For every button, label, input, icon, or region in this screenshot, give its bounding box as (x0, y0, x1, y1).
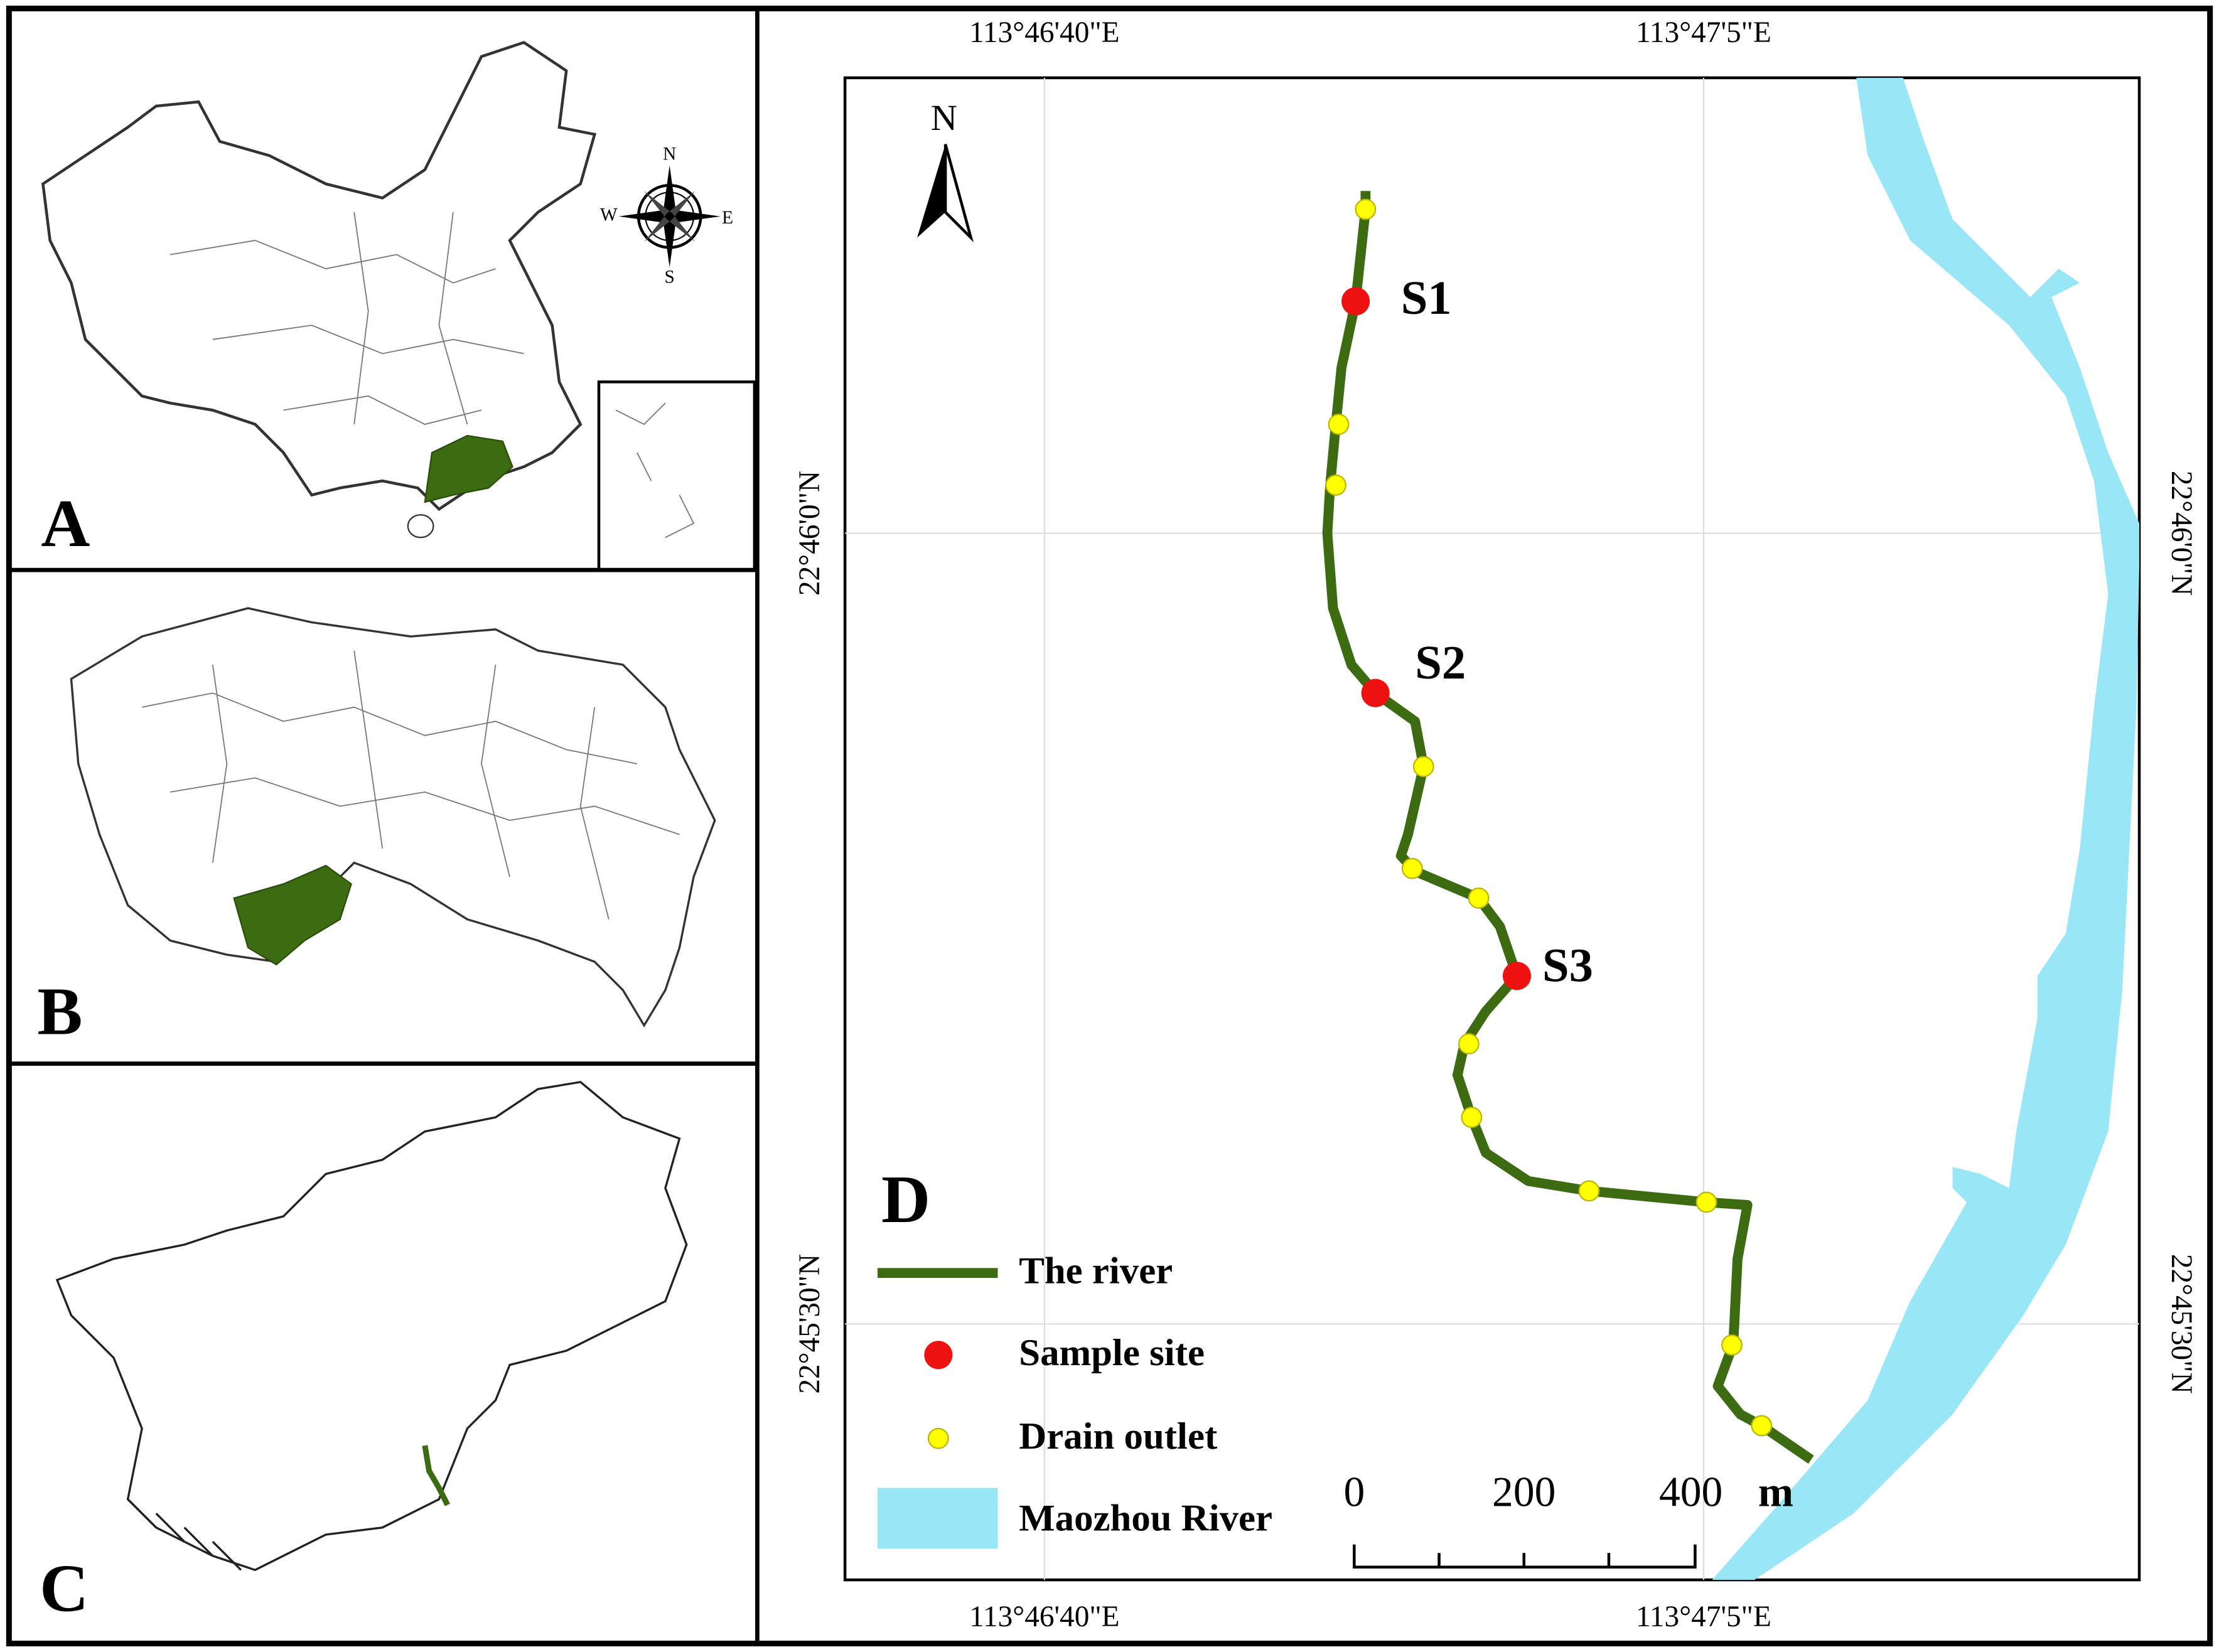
scale-label: 0 (1343, 1469, 1365, 1516)
legend-swatch (924, 1341, 953, 1370)
guangdong-outline (70, 607, 716, 1028)
lon-label: 113°47'5"E (1636, 16, 1771, 49)
site-label: S3 (1542, 938, 1593, 992)
lat-label: 22°45'30"N (2165, 1254, 2198, 1394)
sample-sites (1341, 287, 1532, 990)
panel-c: C (40, 1081, 688, 1626)
lat-label: 22°46'0"N (793, 471, 826, 596)
panel-label: C (40, 1552, 89, 1626)
panel-a: N W E S A (41, 41, 756, 572)
the-river (1322, 191, 1814, 1464)
lon-label: 113°46'40"E (969, 16, 1120, 49)
site-label: S2 (1415, 636, 1466, 689)
inset-islands (615, 402, 695, 539)
city-borders (141, 650, 680, 920)
site-label: S1 (1401, 271, 1452, 324)
coastline-piers (127, 1498, 242, 1571)
scale-label: 400 (1659, 1469, 1722, 1516)
river-location (422, 1445, 450, 1506)
scale-label: 200 (1492, 1469, 1555, 1516)
maozhou-river (1712, 77, 2139, 1580)
north-arrow (917, 144, 946, 238)
panel-label: A (41, 486, 90, 561)
lon-label: 113°47'5"E (1636, 1601, 1771, 1633)
panel-label: D (881, 1162, 930, 1237)
guangdong-highlight (424, 434, 513, 503)
legend-label: The river (1019, 1250, 1173, 1292)
legend-label: Drain outlet (1019, 1415, 1217, 1457)
compass-e: E (722, 208, 733, 228)
hainan (407, 514, 434, 539)
lat-label: 22°45'30"N (793, 1254, 826, 1394)
shenzhen-highlight (233, 864, 352, 966)
drain-outlets (1325, 198, 1773, 1437)
north-label: N (931, 97, 957, 138)
compass-rose (618, 165, 721, 267)
legend-swatch (927, 1427, 949, 1449)
lon-label: 113°46'40"E (969, 1601, 1120, 1633)
china-outline (41, 41, 597, 512)
province-borders (170, 212, 524, 425)
district-outline (55, 1081, 688, 1572)
legend-label: Maozhou River (1019, 1498, 1272, 1540)
compass-s: S (665, 267, 675, 287)
panel-d: S1 S2 S3 N 113°46'40"E 113°47'5"E 113°46… (793, 16, 2198, 1633)
compass-n: N (663, 144, 676, 164)
panel-label: B (37, 974, 82, 1049)
lat-label: 22°46'0"N (2165, 471, 2198, 596)
inset-frame (597, 380, 756, 572)
panel-b: B (37, 607, 716, 1049)
scale-unit: m (1758, 1469, 1793, 1516)
compass-w: W (600, 205, 618, 225)
legend-label: Sample site (1019, 1332, 1205, 1374)
north-arrow (943, 144, 974, 243)
legend-swatch (877, 1488, 998, 1549)
outer-border (6, 6, 2213, 1646)
scale-bar (1353, 1544, 1697, 1569)
